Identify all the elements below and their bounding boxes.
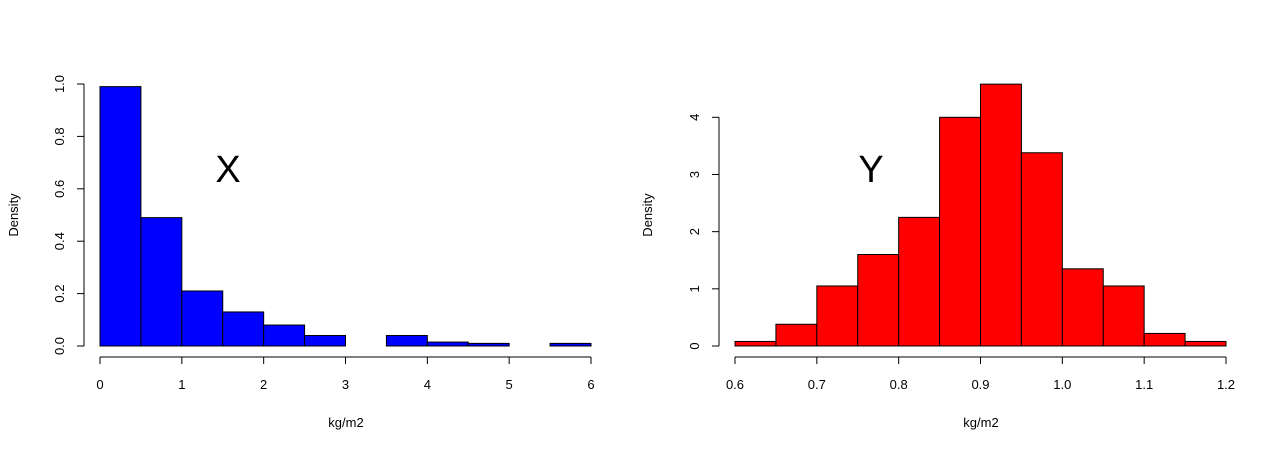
histogram-bar: [385, 335, 428, 347]
x-axis-title-y: kg/m2: [963, 415, 998, 430]
histogram-bar: [140, 217, 183, 347]
x-tick-label: 3: [342, 377, 349, 392]
histogram-bar: [467, 342, 510, 347]
y-axis-x: 0.0 0.2 0.4 0.6 0.8 1.0: [52, 75, 85, 355]
y-axis-title-y: Density: [640, 193, 655, 237]
histogram-panel-x: 0 1 2 3 4 5 6 0.0 0.2 0.4 0.6 0.8 1.0 X kg/m2 Densi…: [6, 75, 595, 430]
histogram-bar: [1061, 268, 1104, 347]
histogram-panel-y: 0.6 0.7 0.8 0.9 1.0 1.1 1.2 0 1 2 3 4 Y kg/m2 Dens…: [640, 83, 1235, 430]
y-axis-y: 0 1 2 3 4: [687, 114, 720, 350]
histogram-bar: [263, 324, 306, 347]
x-axis-title-x: kg/m2: [328, 415, 363, 430]
histogram-bar: [898, 216, 941, 347]
x-tick-label: 1: [178, 377, 185, 392]
histogram-bar: [775, 323, 818, 347]
histogram-bar: [181, 290, 224, 347]
y-tick-label: 2: [687, 228, 702, 235]
panel-label-y: Y: [858, 149, 883, 191]
x-tick-label: 5: [506, 377, 513, 392]
x-tick-label: 0.8: [890, 377, 908, 392]
y-tick-label: 3: [687, 171, 702, 178]
y-tick-label: 0.8: [52, 127, 67, 145]
histogram-bar: [816, 285, 859, 347]
histogram-bar: [304, 335, 347, 347]
y-tick-label: 0.0: [52, 337, 67, 355]
panel-label-x: X: [215, 149, 240, 191]
y-tick-label: 4: [687, 114, 702, 121]
x-tick-label: 0.7: [808, 377, 826, 392]
x-tick-label: 6: [587, 377, 594, 392]
x-tick-label: 1.0: [1053, 377, 1071, 392]
bars-y: [734, 83, 1227, 347]
y-tick-label: 1: [687, 285, 702, 292]
histogram-bar: [939, 116, 981, 347]
y-tick-label: 0.6: [52, 180, 67, 198]
histogram-bar: [1143, 332, 1186, 347]
histogram-bar: [980, 83, 1022, 347]
x-tick-label: 1.1: [1135, 377, 1153, 392]
y-tick-label: 0.4: [52, 232, 67, 250]
x-tick-label: 0.9: [971, 377, 989, 392]
histogram-bar: [1184, 340, 1227, 347]
histogram-bar: [99, 86, 142, 347]
histogram-bar: [549, 342, 592, 347]
y-tick-label: 0.2: [52, 285, 67, 303]
histogram-bar: [222, 311, 265, 347]
x-axis-y: 0.6 0.7 0.8 0.9 1.0 1.1 1.2: [726, 356, 1235, 392]
x-tick-label: 2: [260, 377, 267, 392]
x-tick-label: 0: [96, 377, 103, 392]
y-tick-label: 1.0: [52, 75, 67, 93]
histogram-bar: [426, 341, 469, 347]
y-tick-label: 0: [687, 342, 702, 349]
histogram-bar: [734, 340, 777, 347]
histogram-bar: [857, 254, 900, 347]
histogram-bar: [1020, 152, 1063, 347]
histogram-bar: [1102, 285, 1145, 347]
x-tick-label: 0.6: [726, 377, 744, 392]
bars-x: [99, 86, 592, 347]
x-axis-x: 0 1 2 3 4 5 6: [96, 356, 595, 392]
y-axis-title-x: Density: [6, 193, 21, 237]
x-tick-label: 1.2: [1217, 377, 1235, 392]
x-tick-label: 4: [424, 377, 431, 392]
